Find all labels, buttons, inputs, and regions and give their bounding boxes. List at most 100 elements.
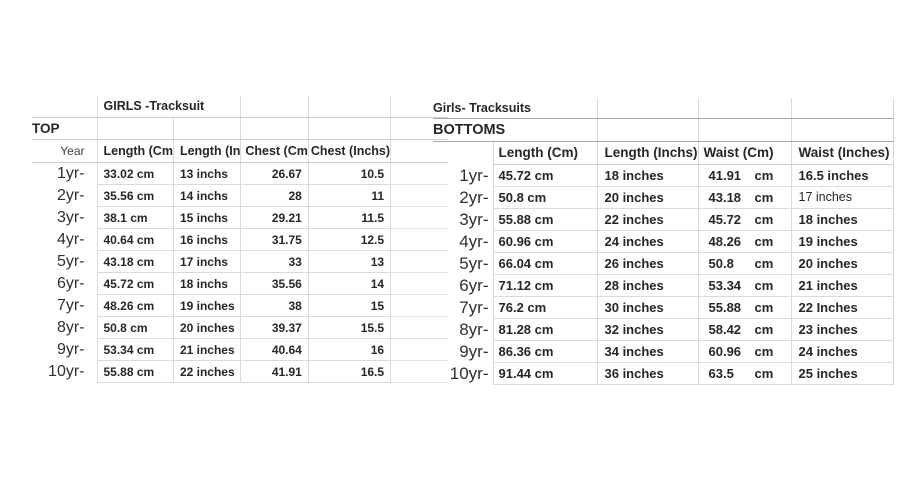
- length-inches-cell: 32 inches: [596, 318, 698, 341]
- waist-cm-value: 55.88: [708, 300, 742, 315]
- empty-cell: [390, 316, 448, 339]
- length-inches-cell: 18 inches: [596, 164, 698, 187]
- empty-cell: [390, 139, 448, 163]
- waist-cm-cell: 63.5 cm: [697, 362, 791, 385]
- section-label: TOP: [32, 117, 97, 140]
- bottoms-size-table: Girls- Tracksuits BOTTOMS Length (Cm) Le…: [433, 98, 894, 385]
- table-row: 1yr- 33.02 cm 13 inchs 26.67 10.5: [32, 162, 448, 185]
- table-row: 6yr- 45.72 cm 18 inchs 35.56 14: [32, 272, 448, 295]
- chest-cm-cell: 40.64: [240, 338, 309, 361]
- waist-cm-value: 58.42: [708, 322, 742, 337]
- length-inches-cell: 36 inches: [596, 362, 698, 385]
- empty-cell: [240, 96, 309, 118]
- chest-inches-cell: 11: [307, 184, 391, 207]
- length-cm-cell: 40.64 cm: [96, 228, 174, 251]
- table-row: 9yr- 86.36 cm 34 inches 60.96 cm 24 inche…: [433, 340, 894, 363]
- waist-cm-cell: 55.88 cm: [697, 296, 791, 319]
- table-row: 6yr- 71.12 cm 28 inches 53.34 cm 21 inche…: [433, 274, 894, 297]
- empty-cell: [307, 117, 391, 140]
- empty-cell: [596, 118, 698, 142]
- waist-cm-cell: 45.72 cm: [697, 208, 791, 231]
- table-row: 3yr- 55.88 cm 22 inches 45.72 cm 18 inche…: [433, 208, 894, 231]
- chest-cm-cell: 35.56: [240, 272, 309, 295]
- empty-cell: [790, 118, 894, 142]
- chest-inches-cell: 15.5: [307, 316, 391, 339]
- length-inches-cell: 19 inches: [172, 294, 241, 317]
- length-cm-cell: 60.96 cm: [492, 230, 597, 253]
- chest-inches-cell: 10.5: [307, 162, 391, 185]
- section-row: BOTTOMS: [433, 118, 894, 142]
- waist-cm-cell: 43.18 cm: [697, 186, 791, 209]
- length-cm-cell: 35.56 cm: [96, 184, 174, 207]
- chest-inches-cell: 11.5: [307, 206, 391, 229]
- column-header-length-inches: Length (In: [172, 139, 241, 163]
- table-row: 9yr- 53.34 cm 21 inches 40.64 16: [32, 338, 448, 361]
- chest-cm-cell: 39.37: [240, 316, 309, 339]
- length-inches-cell: 24 inches: [596, 230, 698, 253]
- length-cm-cell: 43.18 cm: [96, 250, 174, 273]
- year-label: 8yr-: [56, 318, 85, 336]
- chest-cm-cell: 29.21: [240, 206, 309, 229]
- chest-cm-cell: 28: [240, 184, 309, 207]
- waist-cm-value: 45.72: [708, 212, 742, 227]
- column-header-length-cm: Length (Cm): [492, 141, 597, 165]
- column-header-length-cm: Length (Cm: [96, 139, 174, 163]
- waist-cm-unit: cm: [754, 322, 774, 337]
- length-inches-cell: 18 inchs: [172, 272, 241, 295]
- chest-inches-cell: 12.5: [307, 228, 391, 251]
- chest-cm-cell: 26.67: [240, 162, 309, 185]
- empty-cell: [390, 360, 448, 383]
- table-row: 2yr- 35.56 cm 14 inchs 28 11: [32, 184, 448, 207]
- year-label: 2yr-: [459, 188, 489, 207]
- column-header-chest-inches: Chest (Inchs): [307, 139, 391, 163]
- waist-inches-cell: 22 Inches: [790, 296, 894, 319]
- waist-cm-unit: cm: [754, 278, 774, 293]
- empty-cell: [390, 294, 448, 317]
- year-label: 3yr-: [56, 208, 85, 226]
- length-inches-cell: 22 inches: [596, 208, 698, 231]
- waist-inches-cell: 19 inches: [790, 230, 894, 253]
- chest-inches-cell: 14: [307, 272, 391, 295]
- waist-cm-unit: cm: [754, 300, 774, 315]
- waist-inches-cell: 18 inches: [790, 208, 894, 231]
- table-row: 7yr- 76.2 cm 30 inches 55.88 cm 22 Inches: [433, 296, 894, 319]
- year-label: 10yr-: [449, 364, 489, 383]
- waist-cm-cell: 50.8 cm: [697, 252, 791, 275]
- table-row: 2yr- 50.8 cm 20 inches 43.18 cm 17 inches: [433, 186, 894, 209]
- waist-cm-unit: cm: [754, 212, 774, 227]
- year-label: 9yr-: [56, 340, 85, 358]
- empty-cell: [697, 98, 791, 119]
- table-row: 1yr- 45.72 cm 18 inches 41.91 cm 16.5 inc…: [433, 164, 894, 187]
- length-cm-cell: 50.8 cm: [96, 316, 174, 339]
- year-label: 2yr-: [56, 186, 85, 204]
- table-title: GIRLS -Tracksuit: [96, 96, 241, 118]
- year-label: 5yr-: [459, 254, 489, 273]
- empty-cell: [390, 272, 448, 295]
- length-inches-cell: 20 inches: [172, 316, 241, 339]
- year-label: 7yr-: [56, 296, 85, 314]
- empty-cell: [596, 98, 698, 119]
- waist-cm-cell: 58.42 cm: [697, 318, 791, 341]
- length-cm-cell: 33.02 cm: [96, 162, 174, 185]
- year-label: 1yr-: [459, 166, 489, 185]
- waist-inches-cell: 24 inches: [790, 340, 894, 363]
- table-row: 4yr- 40.64 cm 16 inchs 31.75 12.5: [32, 228, 448, 251]
- header-row: Year Length (Cm Length (In Chest (Cm Che…: [32, 139, 448, 163]
- empty-cell: [390, 206, 448, 229]
- column-header-length-inches: Length (Inchs): [596, 141, 698, 165]
- year-label: 6yr-: [56, 274, 85, 292]
- waist-inches-cell: 21 inches: [790, 274, 894, 297]
- table-row: 8yr- 50.8 cm 20 inches 39.37 15.5: [32, 316, 448, 339]
- empty-cell: [390, 338, 448, 361]
- table-title-row: Girls- Tracksuits: [433, 98, 894, 119]
- year-label: 5yr-: [56, 252, 85, 270]
- length-cm-cell: 81.28 cm: [492, 318, 597, 341]
- length-cm-cell: 76.2 cm: [492, 296, 597, 319]
- year-label: 10yr-: [48, 362, 85, 380]
- chest-cm-cell: 33: [240, 250, 309, 273]
- waist-cm-cell: 41.91 cm: [697, 164, 791, 187]
- year-label: 6yr-: [459, 276, 489, 295]
- length-inches-cell: 22 inches: [172, 360, 241, 383]
- length-cm-cell: 45.72 cm: [96, 272, 174, 295]
